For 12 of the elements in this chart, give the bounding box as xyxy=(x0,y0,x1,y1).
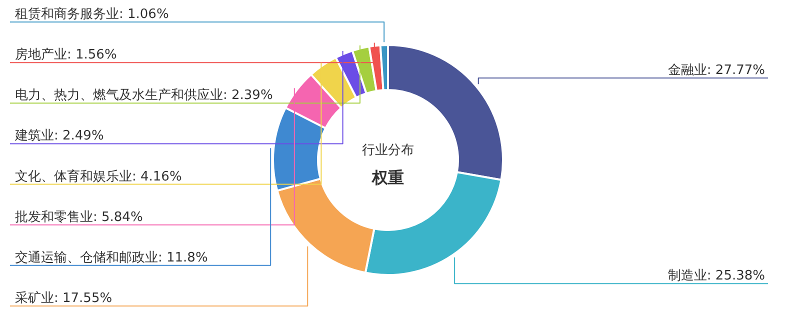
slice-label: 采矿业: 17.55% xyxy=(15,291,112,306)
slice-label: 房地产业: 1.56% xyxy=(15,46,117,63)
slice-label: 建筑业: 2.49% xyxy=(14,128,104,144)
slice-label: 金融业: 27.77% xyxy=(668,62,765,78)
slice-label: 制造业: 25.38% xyxy=(668,268,765,284)
text: 行业分布 xyxy=(362,143,414,158)
slice-label: 批发和零售业: 5.84% xyxy=(15,210,143,225)
slice-label: 租赁和商务服务业: 1.06% xyxy=(15,7,169,22)
slice-label: 电力、热力、燃气及水生产和供应业: 2.39% xyxy=(15,87,273,104)
slice-label: 交通运输、仓储和邮政业: 11.8% xyxy=(15,249,208,266)
slice-label: 文化、体育和娱乐业: 4.16% xyxy=(15,168,182,184)
text: 权重 xyxy=(371,168,404,187)
